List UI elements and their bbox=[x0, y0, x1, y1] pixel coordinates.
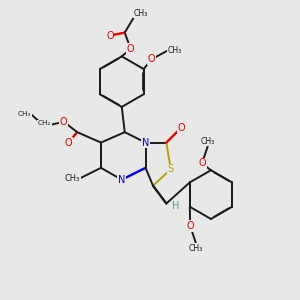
Text: CH₃: CH₃ bbox=[18, 111, 31, 117]
Text: O: O bbox=[186, 221, 194, 231]
Text: O: O bbox=[106, 31, 114, 40]
Text: N: N bbox=[142, 138, 149, 148]
Text: O: O bbox=[177, 123, 185, 133]
Text: O: O bbox=[148, 54, 155, 64]
Text: CH₂: CH₂ bbox=[38, 120, 51, 126]
Text: O: O bbox=[127, 44, 134, 54]
Text: CH₃: CH₃ bbox=[189, 244, 203, 253]
Text: O: O bbox=[64, 138, 72, 148]
Text: CH₃: CH₃ bbox=[168, 46, 182, 55]
Text: O: O bbox=[198, 158, 206, 168]
Text: S: S bbox=[168, 164, 174, 174]
Text: O: O bbox=[60, 117, 68, 127]
Text: CH₃: CH₃ bbox=[201, 136, 215, 146]
Text: CH₃: CH₃ bbox=[65, 174, 80, 183]
Text: CH₃: CH₃ bbox=[134, 9, 148, 18]
Text: N: N bbox=[118, 175, 125, 185]
Text: H: H bbox=[172, 202, 179, 212]
